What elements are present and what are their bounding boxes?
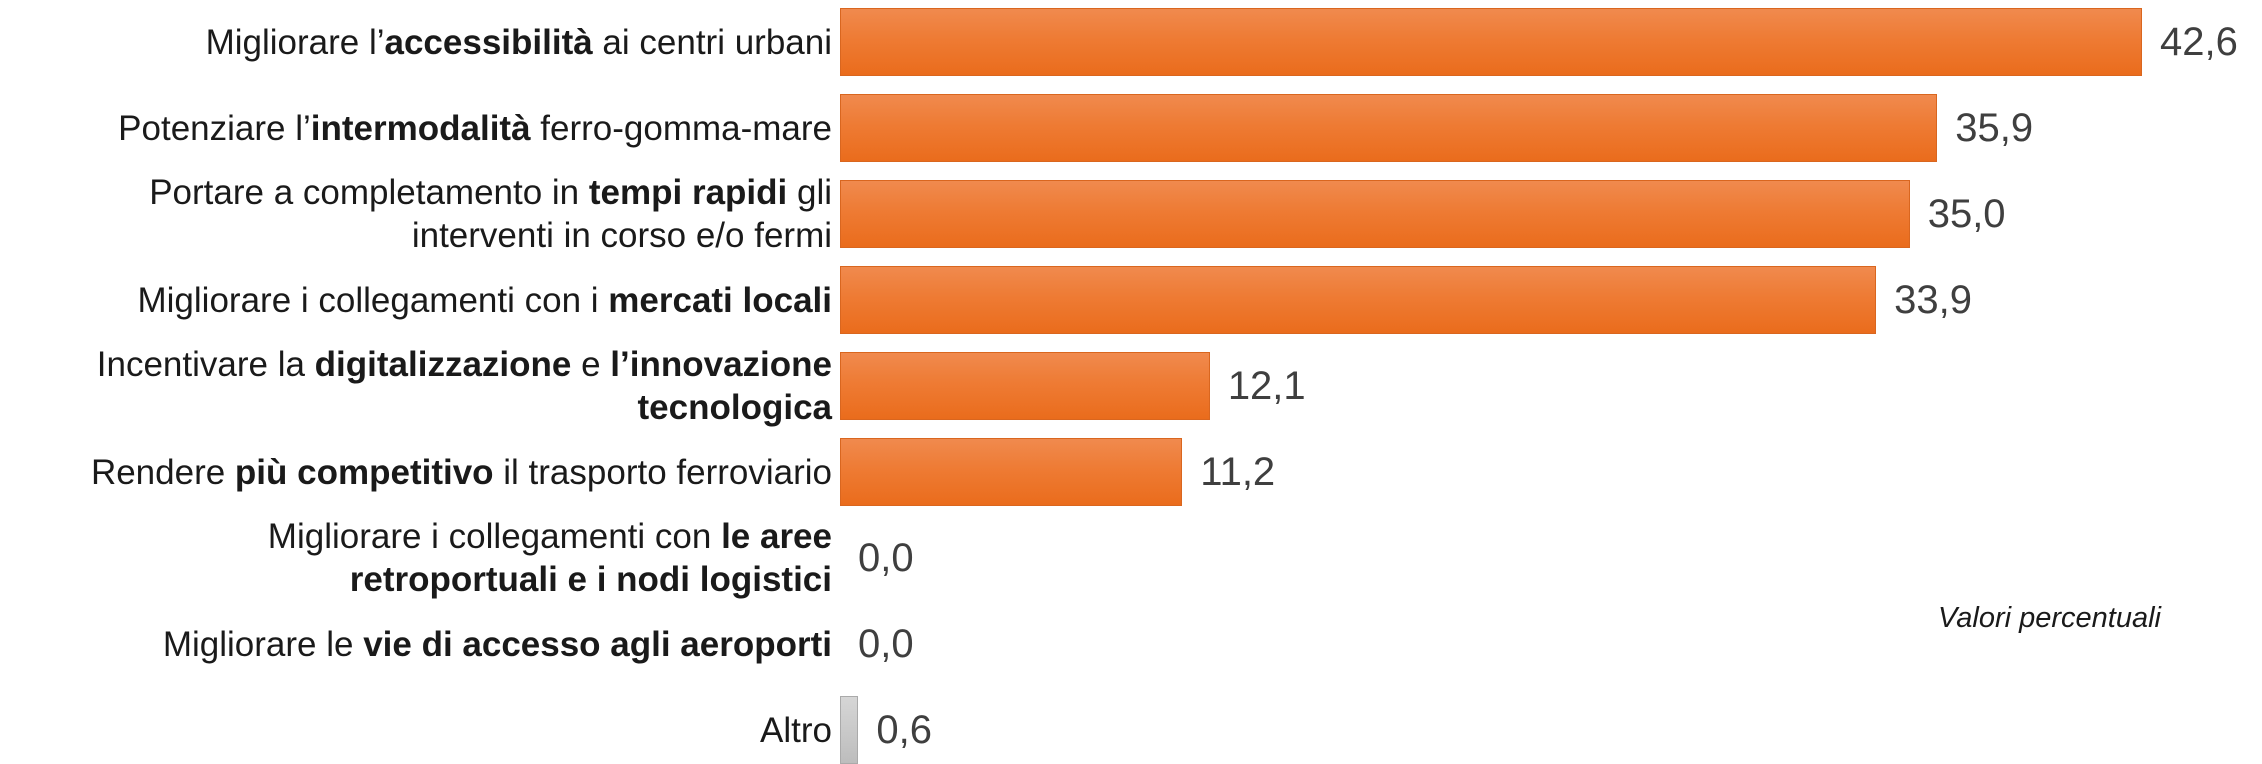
category-label: Potenziare l’intermodalità ferro-gomma-m… <box>118 108 832 148</box>
category-label: Migliorare i collegamenti con le aree ret… <box>267 517 832 599</box>
bar <box>840 94 1938 162</box>
value-label: 35,0 <box>1927 192 2006 236</box>
category-label: Altro <box>760 710 832 750</box>
bar <box>840 180 1910 248</box>
value-label: 42,6 <box>2160 20 2238 64</box>
value-label: 35,9 <box>1955 106 2034 150</box>
category-label: Migliorare l’accessibilità ai centri urb… <box>205 22 832 62</box>
bar <box>840 266 1877 334</box>
bar <box>840 696 859 764</box>
bar <box>840 438 1183 506</box>
category-label: Migliorare le vie di accesso agli aeropo… <box>162 624 832 664</box>
value-label: 33,9 <box>1894 278 1972 322</box>
category-label: Portare a completamento in tempi rapidi … <box>149 173 832 255</box>
bar <box>840 352 1210 420</box>
category-label: Incentivare la digitalizzazione e l’inno… <box>96 345 832 427</box>
value-label: 0,0 <box>858 622 914 666</box>
category-label: Rendere più competitivo il trasporto fer… <box>90 452 832 492</box>
units-note: Valori percentuali <box>1938 602 2161 634</box>
category-label: Migliorare i collegamenti con i mercati … <box>137 280 833 320</box>
value-label: 0,0 <box>858 536 914 580</box>
value-label: 12,1 <box>1227 364 1306 408</box>
bar <box>840 8 2142 76</box>
value-label: 0,6 <box>876 708 932 752</box>
value-label: 11,2 <box>1200 450 1276 494</box>
